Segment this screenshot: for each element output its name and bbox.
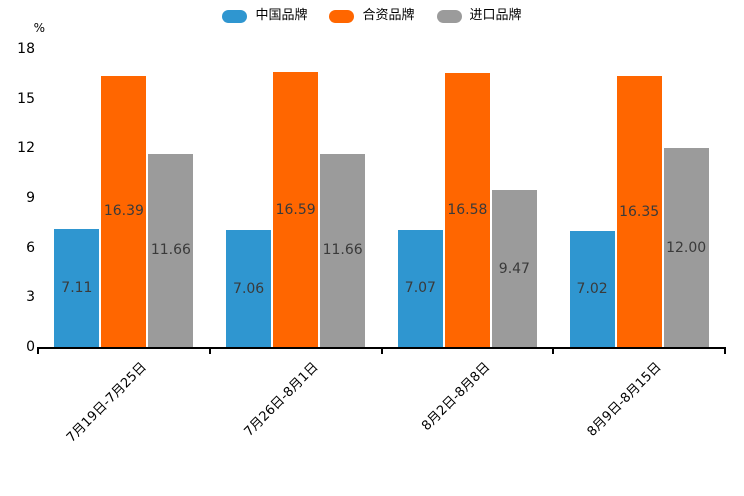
x-category-label: 8月2日-8月8日 (418, 359, 493, 434)
legend-swatch-icon (436, 9, 462, 23)
bar-joint-venture: 16.35 (616, 76, 662, 347)
bar-import: 11.66 (148, 153, 194, 347)
y-tick-label: 9 (26, 190, 35, 206)
bar-china: 7.06 (226, 230, 272, 347)
bar-value-label: 7.07 (404, 280, 436, 297)
y-tick-label: 18 (17, 41, 35, 57)
bar-import: 9.47 (491, 190, 537, 347)
bar-value-label: 12.00 (666, 239, 707, 256)
bar-group: 7.11 16.39 11.66 (38, 49, 210, 347)
bar-value-label: 7.02 (576, 280, 608, 297)
x-axis-tick (552, 349, 555, 354)
x-category-label: 8月9日-8月15日 (584, 359, 665, 440)
x-category-label: 7月19日-7月25日 (63, 359, 150, 446)
y-tick-label: 12 (17, 140, 35, 157)
bar-value-label: 7.11 (61, 280, 93, 297)
bar-import: 12.00 (663, 148, 709, 347)
y-tick-label: 15 (17, 90, 35, 107)
legend-label: 合资品牌 (362, 8, 415, 23)
x-axis-tick (37, 349, 39, 354)
chart-legend: 中国品牌 合资品牌 进口品牌 (0, 8, 744, 24)
bar-group: 7.07 16.58 9.47 (382, 49, 554, 347)
bar-value-label: 11.66 (150, 242, 191, 259)
x-category-label: 7月26日-8月1日 (241, 359, 322, 440)
y-axis-unit-label: % (33, 21, 45, 35)
bar-group: 7.02 16.35 12.00 (553, 49, 725, 347)
legend-swatch-icon (222, 9, 248, 23)
plot-area: 7.11 16.39 11.66 7.06 16.59 11.66 7.07 16.58 9.4… (38, 49, 725, 347)
x-axis-tick (724, 349, 726, 354)
y-tick-label: 0 (26, 339, 35, 355)
legend-swatch-icon (329, 9, 355, 23)
bar-value-label: 9.47 (498, 260, 530, 277)
bar-china: 7.11 (54, 229, 100, 347)
bar-import: 11.66 (320, 153, 366, 347)
legend-item[interactable]: 合资品牌 (329, 8, 415, 24)
y-tick-label: 3 (26, 289, 35, 306)
legend-item[interactable]: 中国品牌 (222, 8, 307, 24)
bar-value-label: 16.39 (103, 203, 144, 220)
bar-group: 7.06 16.59 11.66 (210, 49, 382, 347)
legend-item[interactable]: 进口品牌 (436, 8, 522, 24)
bar-china: 7.07 (397, 229, 443, 347)
legend-label: 中国品牌 (255, 8, 308, 23)
bar-value-label: 16.58 (447, 201, 488, 218)
bar-value-label: 11.66 (322, 242, 363, 259)
x-axis-tick (208, 349, 211, 354)
x-axis-tick (380, 349, 383, 354)
bar-joint-venture: 16.58 (444, 72, 490, 347)
legend-label: 进口品牌 (469, 8, 522, 23)
bar-value-label: 7.06 (233, 280, 265, 297)
bar-joint-venture: 16.59 (273, 72, 319, 347)
y-tick-label: 6 (26, 239, 35, 256)
bar-value-label: 16.59 (275, 201, 316, 218)
bar-china: 7.02 (569, 230, 615, 347)
x-axis-line (37, 347, 726, 349)
bar-joint-venture: 16.39 (101, 75, 147, 347)
bar-value-label: 16.35 (619, 203, 660, 220)
